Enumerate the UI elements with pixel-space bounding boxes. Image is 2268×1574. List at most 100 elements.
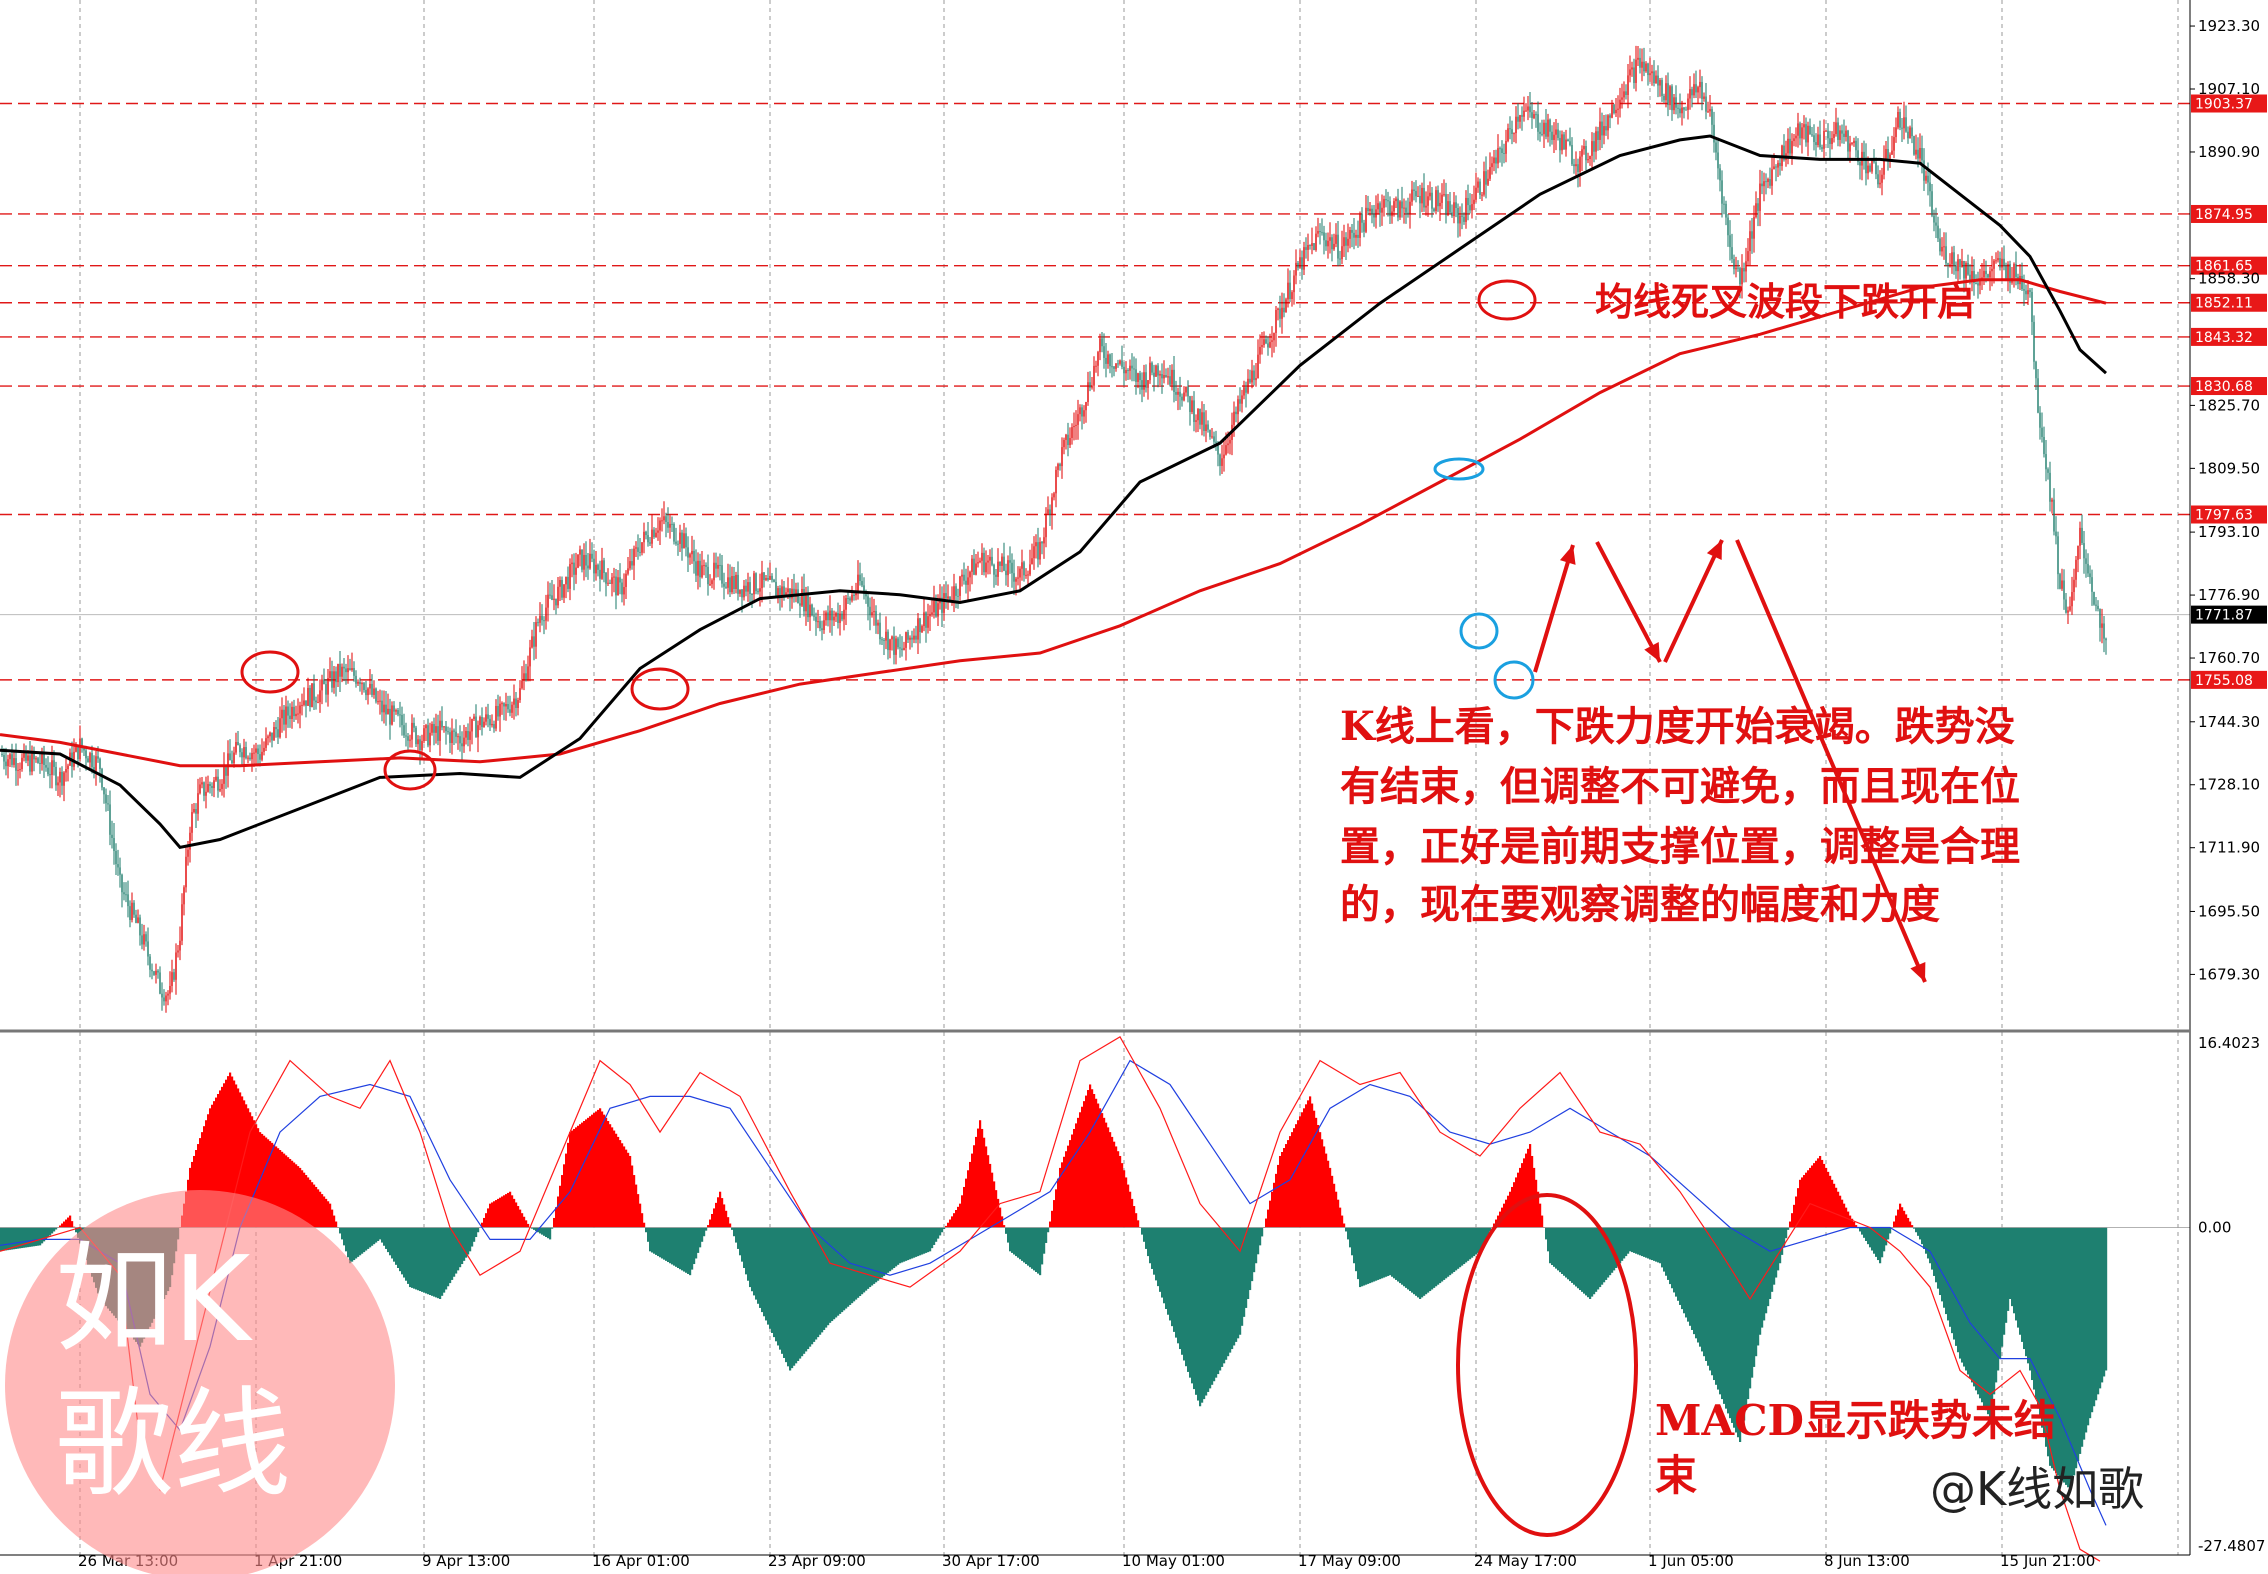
macd-bar <box>215 1097 218 1228</box>
candle-body <box>203 782 205 796</box>
macd-bar <box>733 1227 736 1237</box>
macd-bar <box>1875 1227 1878 1257</box>
macd-bar <box>457 1227 460 1271</box>
candle-body <box>129 906 131 920</box>
macd-bar <box>327 1201 330 1228</box>
candle-body <box>1865 157 1867 174</box>
candle-body <box>759 588 761 592</box>
macd-bar <box>1473 1227 1476 1257</box>
candle-body <box>81 738 83 749</box>
macd-bar <box>1277 1164 1280 1228</box>
candle-body <box>1467 197 1469 206</box>
macd-bar <box>469 1227 472 1252</box>
candle-body <box>773 579 775 582</box>
candle-body <box>1477 181 1479 188</box>
candle-body <box>533 636 535 647</box>
candle-body <box>1213 436 1215 442</box>
moving-averages <box>0 134 2108 849</box>
macd-bar <box>1353 1227 1356 1264</box>
macd-bar <box>413 1227 416 1289</box>
macd-bar <box>743 1227 746 1269</box>
candle-body <box>1693 84 1695 96</box>
macd-bar <box>923 1227 926 1254</box>
macd-bar <box>1487 1227 1490 1236</box>
macd-bar <box>1029 1227 1032 1268</box>
candle-body <box>223 767 225 784</box>
candle-body <box>1461 215 1463 217</box>
candle-body <box>1247 378 1249 393</box>
candle-body <box>739 589 741 594</box>
date-tick-label: 15 Jun 21:00 <box>2000 1552 2095 1570</box>
candle-body <box>1853 140 1855 144</box>
macd-bar <box>993 1181 996 1228</box>
candle-body <box>263 747 265 752</box>
macd-bar <box>1711 1227 1714 1376</box>
macd-bar <box>887 1227 890 1273</box>
candle-body <box>1581 149 1583 157</box>
macd-bar <box>503 1195 506 1228</box>
candle-body <box>1999 258 2001 268</box>
macd-bar <box>1125 1177 1128 1228</box>
candle-body <box>1637 57 1639 60</box>
candle-body <box>1717 152 1719 169</box>
date-tick-label: 8 Jun 13:00 <box>1824 1552 1910 1570</box>
price-tick-label: 1809.50 <box>2198 459 2260 477</box>
macd-bar <box>709 1219 712 1228</box>
candle-body <box>1439 202 1441 207</box>
candle-body <box>1357 234 1359 238</box>
candle-body <box>663 516 665 521</box>
candle-body <box>499 703 501 717</box>
macd-bar <box>517 1206 520 1228</box>
candle-body <box>1053 493 1055 498</box>
candle-body <box>175 952 177 980</box>
candle-body <box>1031 558 1033 565</box>
candle-body <box>1541 133 1543 135</box>
candle-body <box>623 586 625 595</box>
macd-bar <box>1985 1227 1988 1411</box>
candle-body <box>225 767 227 776</box>
macd-bar <box>691 1227 694 1270</box>
macd-bar <box>1943 1227 1946 1308</box>
candle-body <box>11 754 13 765</box>
candle-body <box>1325 240 1327 247</box>
macd-bar <box>1075 1123 1078 1228</box>
candle-body <box>2073 579 2075 593</box>
candle-body <box>909 637 911 640</box>
candle-body <box>923 612 925 627</box>
red-ring <box>240 650 300 694</box>
macd-bar <box>1765 1227 1768 1314</box>
candle-body <box>1011 562 1013 574</box>
macd-bar <box>347 1227 350 1258</box>
macd-bar <box>2053 1227 2056 1471</box>
macd-bar <box>1951 1227 1954 1334</box>
candle-body <box>1039 541 1041 560</box>
macd-bar <box>1115 1146 1118 1228</box>
candle-body <box>1349 229 1351 239</box>
candle-body <box>1805 124 1807 143</box>
macd-bar <box>631 1165 634 1228</box>
macd-bar <box>53 1227 56 1232</box>
macd-bar <box>1655 1227 1658 1262</box>
macd-bar <box>321 1194 324 1228</box>
candle-body <box>1341 246 1343 260</box>
macd-bar <box>851 1227 854 1304</box>
candle-body <box>1655 75 1657 84</box>
macd-bar <box>753 1227 756 1296</box>
macd-bar <box>1569 1227 1572 1282</box>
macd-bar <box>583 1121 586 1228</box>
macd-bar <box>1815 1160 1818 1228</box>
candle-body <box>1811 134 1813 136</box>
candle-body <box>1937 225 1939 239</box>
candle-body <box>1953 252 1955 266</box>
macd-bar <box>963 1186 966 1228</box>
macd-bar <box>1553 1227 1556 1267</box>
candle-body <box>1783 145 1785 161</box>
macd-bar <box>1211 1227 1214 1385</box>
macd-bar <box>729 1223 732 1228</box>
candle-body <box>457 736 459 738</box>
macd-bar <box>1191 1227 1194 1384</box>
macd-bar <box>1987 1227 1990 1415</box>
candle-body <box>609 582 611 584</box>
candle-body <box>2053 499 2055 532</box>
macd-bar <box>2051 1227 2054 1469</box>
